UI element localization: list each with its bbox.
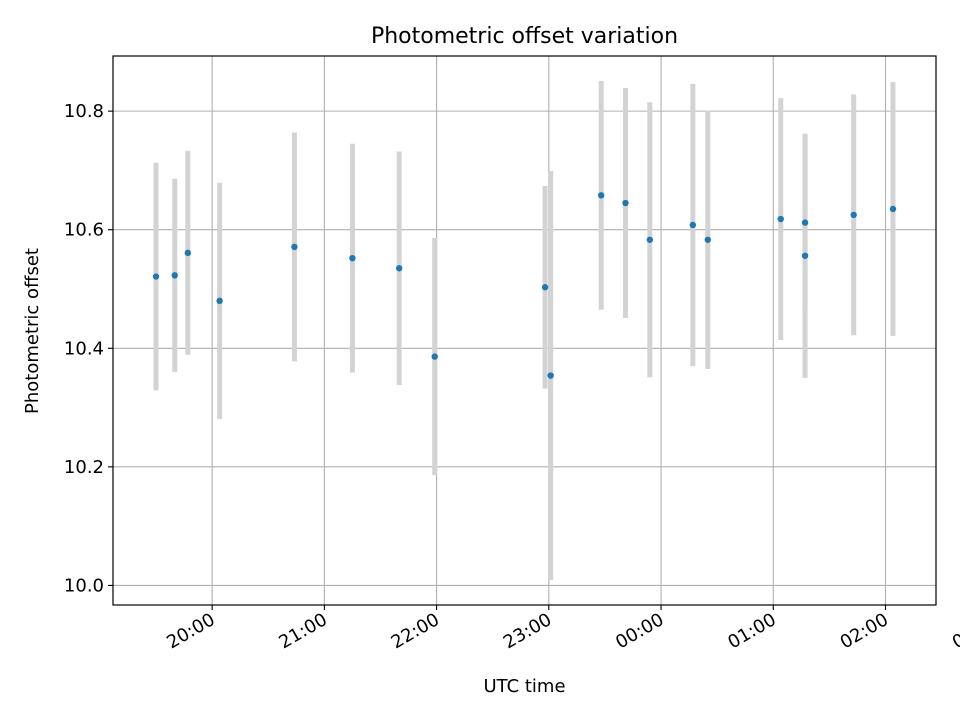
data-point — [431, 353, 438, 360]
data-point — [171, 272, 178, 279]
data-points — [152, 192, 897, 379]
data-point — [541, 284, 549, 291]
y-tick-label: 10.4 — [64, 338, 104, 359]
data-point — [349, 254, 356, 262]
plot-frame — [112, 55, 937, 606]
chart-title: Photometric offset variation — [371, 24, 678, 49]
data-point — [547, 372, 554, 379]
data-point — [850, 211, 857, 219]
data-point — [704, 236, 712, 243]
data-point — [184, 249, 192, 257]
data-point — [801, 219, 809, 226]
y-axis-ticks: 10.0 10.2 10.4 10.6 10.8 — [64, 101, 113, 596]
data-point — [889, 205, 897, 213]
data-point — [395, 265, 403, 272]
y-tick-label: 10.0 — [64, 575, 104, 596]
y-tick-label: 10.2 — [64, 457, 104, 478]
data-point — [291, 243, 298, 251]
y-axis-label: Photometric offset — [22, 248, 43, 414]
x-axis-label: UTC time — [483, 676, 565, 697]
grid — [113, 56, 936, 605]
data-point — [622, 199, 629, 207]
y-tick-label: 10.6 — [64, 220, 104, 241]
data-point — [646, 236, 654, 243]
y-tick-label: 10.8 — [64, 101, 104, 122]
data-point — [597, 192, 605, 199]
data-point — [689, 221, 697, 229]
data-point — [216, 297, 223, 305]
data-point — [777, 215, 784, 223]
data-point — [152, 273, 160, 280]
data-point — [801, 252, 809, 259]
x-tick-label: 03:00 — [949, 609, 960, 653]
